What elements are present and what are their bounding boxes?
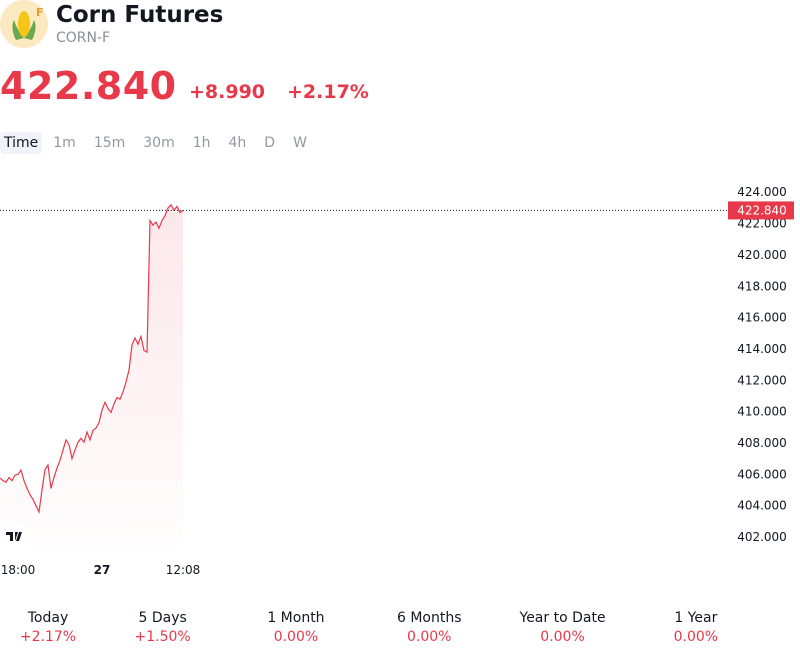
logo-bg — [1, 523, 27, 549]
x-tick-label: 12:08 — [166, 563, 201, 577]
performance-period: 6 Months — [396, 610, 462, 626]
line — [0, 203, 184, 515]
change: +8.990 — [189, 81, 266, 103]
y-tick-label: 406.000 — [737, 467, 787, 481]
timeframe-tab[interactable]: W — [293, 135, 307, 151]
y-tick-label: 404.000 — [737, 499, 787, 513]
y-tick-label: 416.000 — [737, 311, 787, 325]
icon: F — [0, 0, 48, 48]
performance-value: 0.00% — [673, 629, 719, 645]
timeframe-tab[interactable]: 15m — [93, 135, 126, 151]
performance-value: 0.00% — [540, 629, 585, 645]
y-tick-label: 412.000 — [737, 373, 787, 387]
timeframe-tab[interactable]: 1m — [53, 135, 76, 151]
performance-period: 1 Month — [267, 610, 325, 626]
y-tick-label: 408.000 — [737, 436, 787, 450]
x-tick-label: 18:00 — [1, 563, 36, 577]
performance-cell[interactable]: Today +2.17% — [0, 610, 96, 645]
chart: 402.000 404.000 406.000 408.000 410.000 412.0… — [0, 185, 794, 577]
performance-value: 0.00% — [407, 629, 452, 645]
x-tick-label: 27 — [94, 563, 111, 577]
timeframe-tab[interactable]: 30m — [143, 135, 175, 151]
y-tick-label: 402.000 — [737, 530, 787, 544]
performance-value: 0.00% — [273, 629, 319, 645]
tv-logo — [1, 523, 27, 549]
logo-mark — [6, 532, 22, 541]
timeframe-tab[interactable]: 4h — [228, 135, 247, 151]
performance-cell[interactable]: 5 Days +1.50% — [96, 610, 229, 645]
timeframe-tabs: Time 1m 15m 30m 1h 4h D W — [0, 132, 314, 154]
performance-period: 5 Days — [138, 610, 187, 626]
icon-badge: F — [36, 6, 44, 19]
performance-cell[interactable]: 1 Month 0.00% — [229, 610, 362, 645]
icon-cob — [18, 11, 30, 37]
timeframe-tab[interactable]: D — [264, 135, 276, 151]
y-tick-label: 424.000 — [737, 185, 787, 199]
y-tick-label: 422.000 — [737, 217, 787, 231]
timeframe-tab[interactable]: 1h — [192, 135, 211, 151]
timeframe-tab[interactable]: Time — [0, 132, 43, 154]
y-tick-label: 418.000 — [737, 279, 787, 293]
performance-period: Year to Date — [519, 610, 606, 626]
price: 422.840 — [0, 64, 177, 108]
area — [0, 204, 183, 548]
performance-cell[interactable]: 1 Year 0.00% — [629, 610, 762, 645]
y-tick-label: 414.000 — [737, 342, 787, 356]
performance-period: 1 Year — [674, 610, 718, 626]
performance-value: +1.50% — [134, 629, 191, 645]
symbol: CORN-F — [56, 30, 111, 46]
title: Corn Futures — [56, 2, 224, 28]
change-percent: +2.17% — [287, 81, 369, 103]
performance-period: Today — [27, 610, 69, 626]
performance: Today +2.17% 5 Days +1.50% 1 Month 0.00% 6 Mon… — [0, 610, 800, 645]
performance-cell[interactable]: Year to Date 0.00% — [496, 610, 629, 645]
price-label: 422.840 — [737, 203, 787, 217]
price-label-bg — [728, 201, 794, 220]
y-tick-label: 410.000 — [737, 405, 787, 419]
performance-value: +2.17% — [19, 629, 77, 645]
performance-cell[interactable]: 6 Months 0.00% — [363, 610, 496, 645]
y-tick-label: 420.000 — [737, 248, 787, 262]
